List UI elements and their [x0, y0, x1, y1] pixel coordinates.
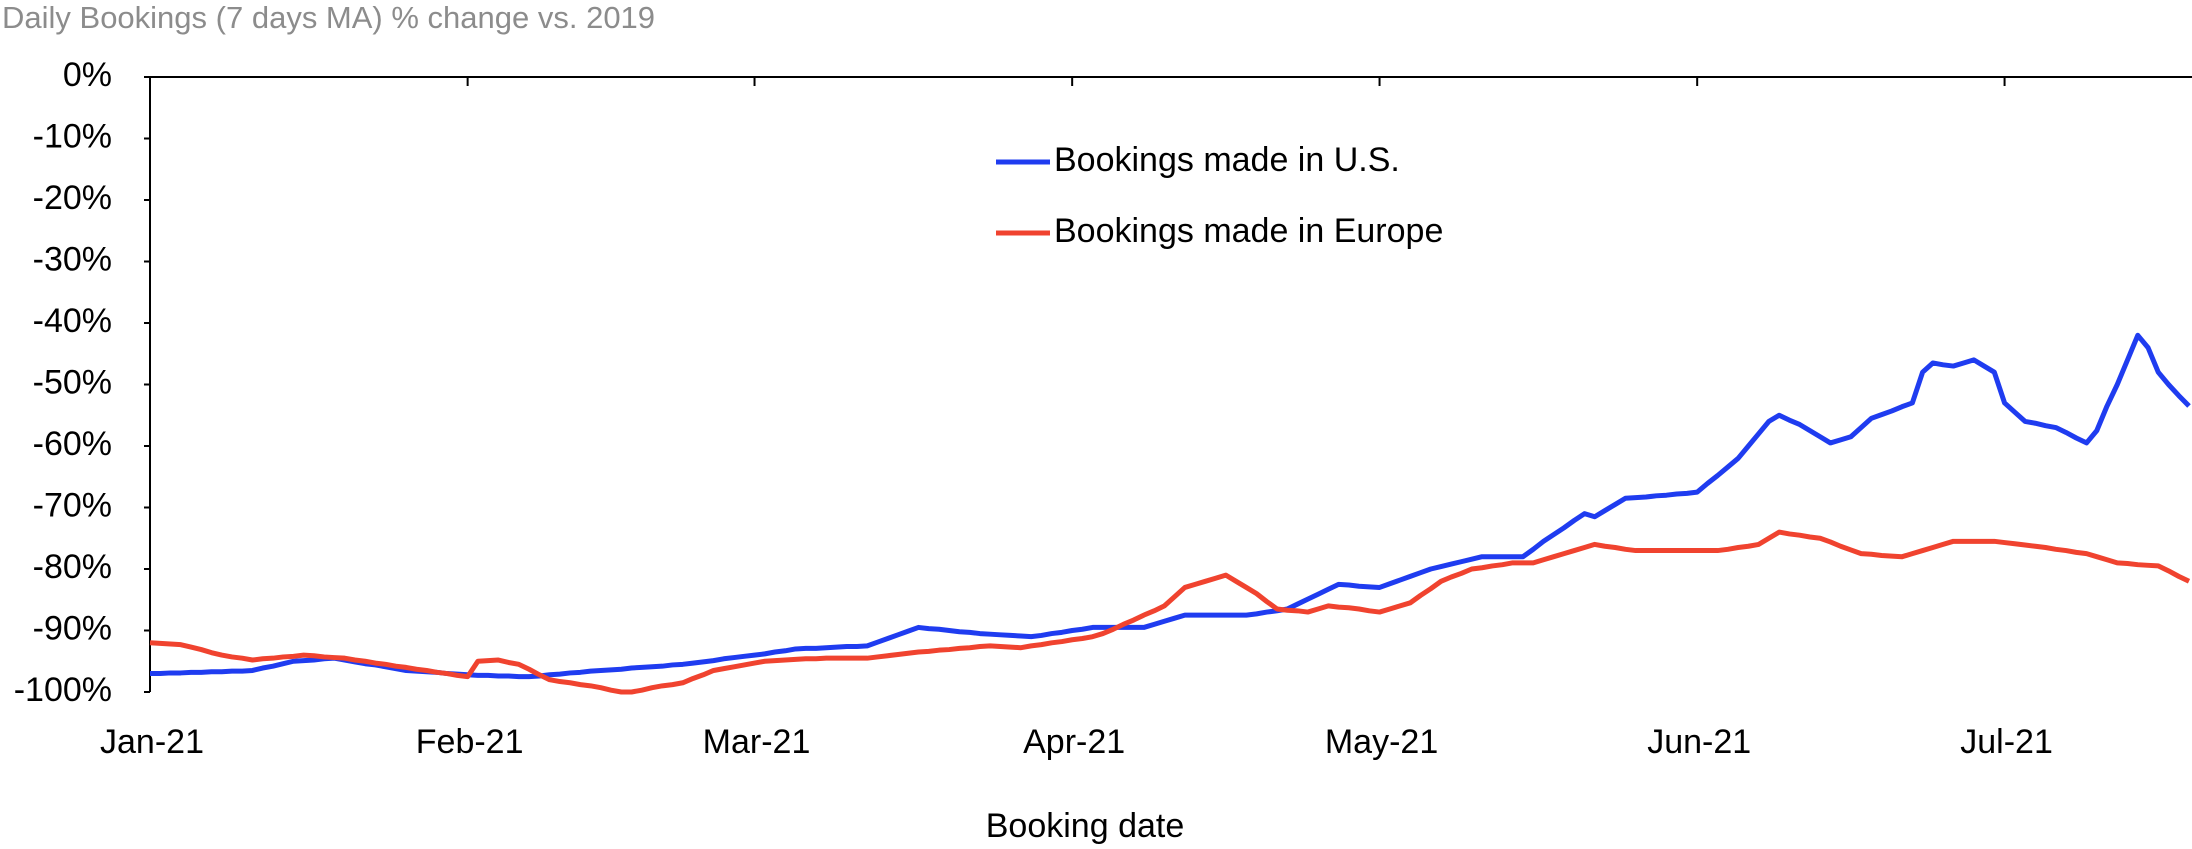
y-tick-label: -80%	[33, 548, 112, 586]
y-tick-label: -70%	[33, 486, 112, 524]
legend-label: Bookings made in U.S.	[1054, 141, 1400, 179]
y-tick-label: -60%	[33, 425, 112, 463]
x-tick-label: Apr-21	[1023, 723, 1125, 761]
y-tick-label: -20%	[33, 179, 112, 217]
chart-title: Daily Bookings (7 days MA) % change vs. …	[2, 0, 655, 35]
x-tick-label: Jan-21	[100, 723, 204, 761]
y-tick-label: -90%	[33, 609, 112, 647]
y-tick-label: -50%	[33, 363, 112, 401]
y-tick-label: -10%	[33, 117, 112, 155]
legend-label: Bookings made in Europe	[1054, 212, 1443, 250]
x-axis-label: Booking date	[986, 807, 1185, 845]
y-tick-label: -40%	[33, 302, 112, 340]
x-tick-label: Feb-21	[416, 723, 524, 761]
y-tick-label: -100%	[14, 671, 112, 709]
x-tick-label: Mar-21	[703, 723, 811, 761]
y-tick-label: 0%	[63, 56, 112, 94]
y-tick-label: -30%	[33, 240, 112, 278]
x-tick-label: May-21	[1325, 723, 1438, 761]
series-line	[150, 332, 2191, 680]
x-tick-label: Jul-21	[1960, 723, 2053, 761]
series-line	[149, 529, 2191, 695]
x-tick-label: Jun-21	[1647, 723, 1751, 761]
